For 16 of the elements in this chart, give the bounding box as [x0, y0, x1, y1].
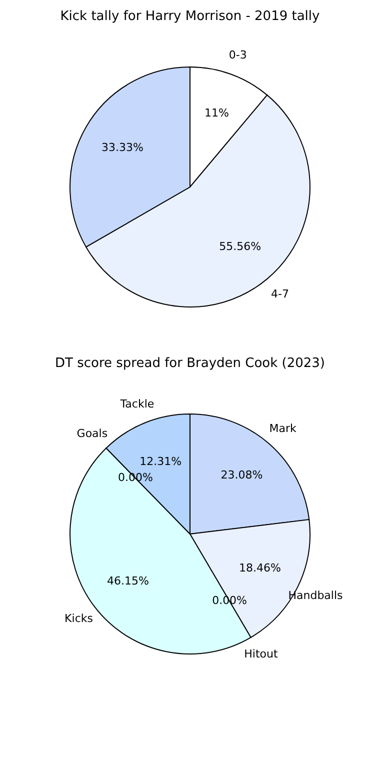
slice-label: 4-7 [271, 287, 289, 300]
data-label: 11% [204, 106, 229, 120]
chart-title: Kick tally for Harry Morrison - 2019 tally [60, 9, 320, 24]
data-label: 46.15% [107, 574, 149, 588]
slice-label: Mark [269, 422, 298, 436]
slice-label: Tackle [119, 397, 154, 410]
category-label: Goals [76, 426, 108, 440]
category-label: Hitout [244, 648, 278, 661]
data-label: 23.08% [220, 468, 263, 482]
slice-label: Kicks [64, 612, 94, 626]
data-label: 55.56% [219, 240, 262, 253]
data-label: 12.31% [140, 454, 182, 468]
slice-label: 0-3 [228, 48, 247, 62]
data-label: 33.33% [101, 140, 144, 154]
data-label: 18.46% [238, 562, 281, 575]
chart-title: DT score spread for Brayden Cook (2023) [54, 356, 326, 371]
